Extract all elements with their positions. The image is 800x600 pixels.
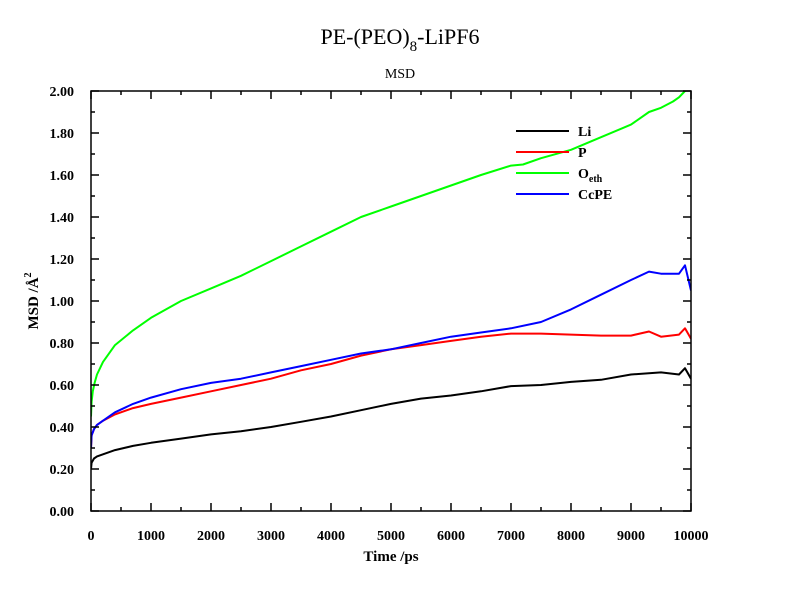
series-layer xyxy=(91,91,691,470)
y-tick-label: 0.00 xyxy=(50,505,75,520)
x-tick-label: 8000 xyxy=(557,529,585,544)
y-tick-label: 0.80 xyxy=(50,337,75,352)
y-tick-label: 2.00 xyxy=(50,85,75,100)
x-tick-label: 9000 xyxy=(617,529,645,544)
y-tick-label: 1.20 xyxy=(50,253,75,268)
series-line-li xyxy=(91,367,691,470)
y-tick-label: 0.60 xyxy=(50,379,75,394)
series-line-p xyxy=(91,327,691,449)
x-axis-title: Time /ps xyxy=(363,549,418,565)
y-tick-label: 1.80 xyxy=(50,127,75,142)
y-tick-label: 1.40 xyxy=(50,211,75,226)
chart-title: PE-(PEO)8-LiPF6 xyxy=(320,24,479,55)
x-tick-label: 2000 xyxy=(197,529,225,544)
x-tick-label: 6000 xyxy=(437,529,465,544)
y-tick-label: 1.00 xyxy=(50,295,75,310)
y-tick-label: 0.40 xyxy=(50,421,75,436)
series-line-o xyxy=(91,91,687,417)
chart-subtitle: MSD xyxy=(385,67,415,82)
axes-layer: 0 1000 2000 3000 4000 5000 6000 7000 8000 9000 100… xyxy=(50,85,709,544)
legend: Li P Oeth CcPE xyxy=(516,125,612,203)
y-tick-label: 0.20 xyxy=(50,463,75,478)
y-axis-title: MSD /Å2 xyxy=(23,272,42,329)
legend-label-p: P xyxy=(578,146,587,161)
x-tick-label: 10000 xyxy=(674,529,709,544)
x-tick-label: 3000 xyxy=(257,529,285,544)
x-tick-label: 1000 xyxy=(137,529,165,544)
legend-label-o: Oeth xyxy=(578,167,603,185)
x-tick-label: 5000 xyxy=(377,529,405,544)
x-tick-label: 7000 xyxy=(497,529,525,544)
y-tick-label: 1.60 xyxy=(50,169,75,184)
legend-label-ccpe: CcPE xyxy=(578,188,612,203)
x-tick-label: 4000 xyxy=(317,529,345,544)
x-tick-label: 0 xyxy=(88,529,95,544)
legend-label-li: Li xyxy=(578,125,591,140)
series-line-ccpe xyxy=(91,264,691,449)
